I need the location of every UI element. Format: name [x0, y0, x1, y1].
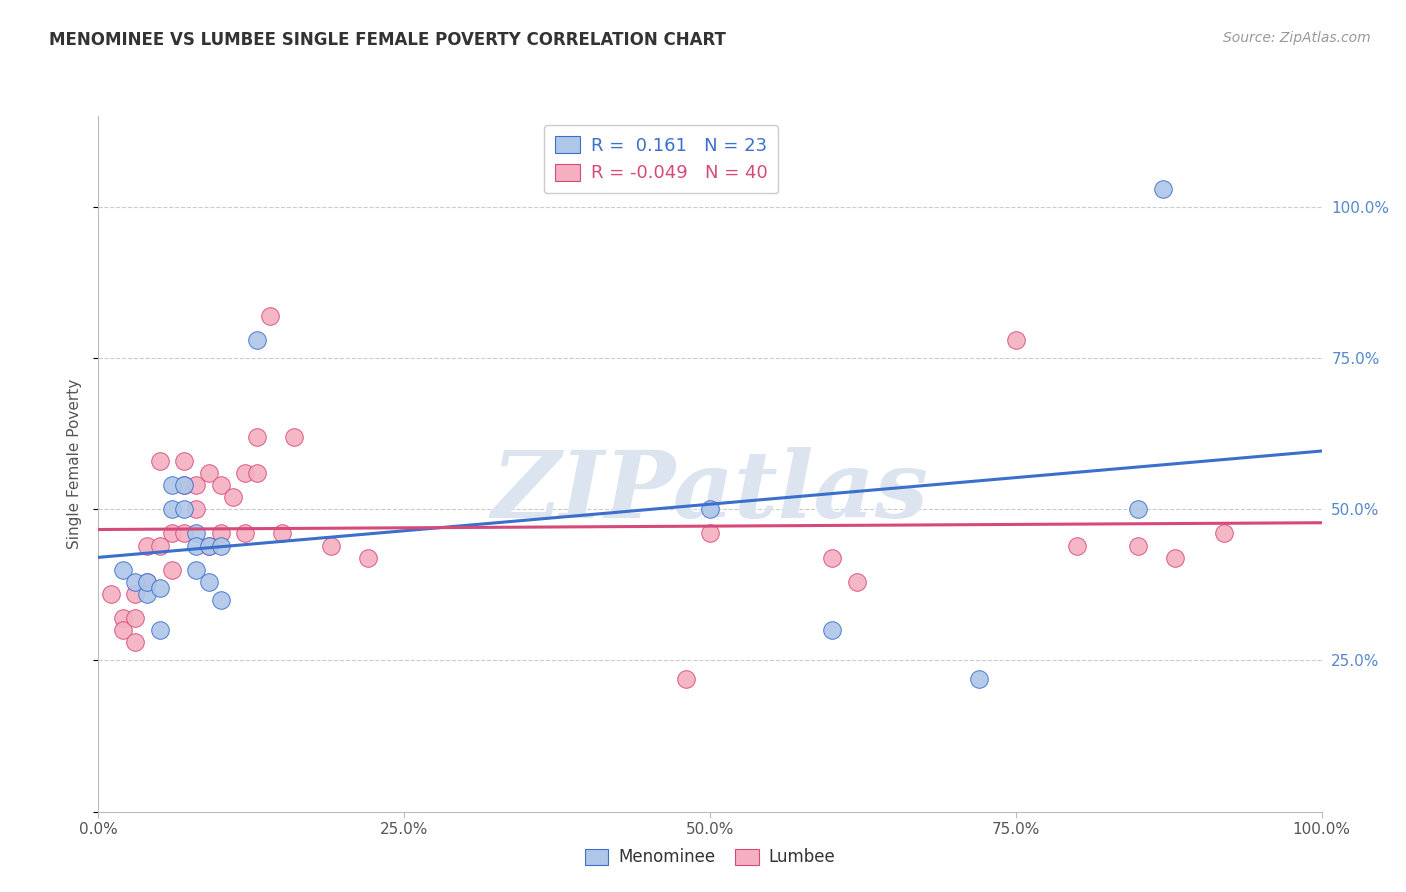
Point: [1066, 539, 1088, 553]
Point: [821, 550, 844, 565]
Point: [222, 490, 245, 504]
Point: [209, 478, 232, 492]
Point: [209, 526, 232, 541]
Point: [259, 309, 281, 323]
Point: [699, 526, 721, 541]
Point: [1128, 539, 1150, 553]
Point: [209, 539, 232, 553]
Point: [845, 574, 868, 589]
Point: [233, 466, 256, 480]
Point: [136, 574, 159, 589]
Point: [967, 672, 990, 686]
Point: [197, 466, 219, 480]
Point: [197, 539, 219, 553]
Text: ZIPatlas: ZIPatlas: [492, 447, 928, 537]
Point: [246, 333, 269, 347]
Y-axis label: Single Female Poverty: Single Female Poverty: [67, 379, 83, 549]
Point: [149, 539, 172, 553]
Point: [821, 624, 844, 638]
Point: [149, 454, 172, 468]
Point: [283, 429, 305, 443]
Point: [124, 574, 146, 589]
Point: [160, 478, 183, 492]
Point: [270, 526, 294, 541]
Point: [124, 635, 146, 649]
Point: [111, 611, 134, 625]
Point: [675, 672, 697, 686]
Text: MENOMINEE VS LUMBEE SINGLE FEMALE POVERTY CORRELATION CHART: MENOMINEE VS LUMBEE SINGLE FEMALE POVERT…: [49, 31, 725, 49]
Point: [356, 550, 378, 565]
Text: Source: ZipAtlas.com: Source: ZipAtlas.com: [1223, 31, 1371, 45]
Point: [246, 429, 269, 443]
Point: [1212, 526, 1234, 541]
Point: [186, 563, 208, 577]
Point: [699, 502, 721, 516]
Point: [111, 563, 134, 577]
Point: [186, 502, 208, 516]
Point: [124, 587, 146, 601]
Point: [149, 581, 172, 595]
Point: [186, 478, 208, 492]
Point: [149, 624, 172, 638]
Point: [160, 563, 183, 577]
Point: [111, 624, 134, 638]
Point: [136, 539, 159, 553]
Point: [319, 539, 342, 553]
Point: [197, 574, 219, 589]
Point: [173, 478, 195, 492]
Point: [136, 587, 159, 601]
Point: [100, 587, 122, 601]
Point: [1164, 550, 1187, 565]
Point: [136, 574, 159, 589]
Point: [186, 526, 208, 541]
Point: [197, 539, 219, 553]
Legend: Menominee, Lumbee: Menominee, Lumbee: [578, 842, 842, 873]
Point: [209, 593, 232, 607]
Point: [173, 478, 195, 492]
Point: [1128, 502, 1150, 516]
Point: [160, 502, 183, 516]
Point: [160, 526, 183, 541]
Point: [1004, 333, 1026, 347]
Point: [173, 502, 195, 516]
Point: [124, 611, 146, 625]
Point: [173, 526, 195, 541]
Point: [246, 466, 269, 480]
Point: [173, 454, 195, 468]
Point: [233, 526, 256, 541]
Point: [186, 539, 208, 553]
Point: [1152, 181, 1174, 195]
